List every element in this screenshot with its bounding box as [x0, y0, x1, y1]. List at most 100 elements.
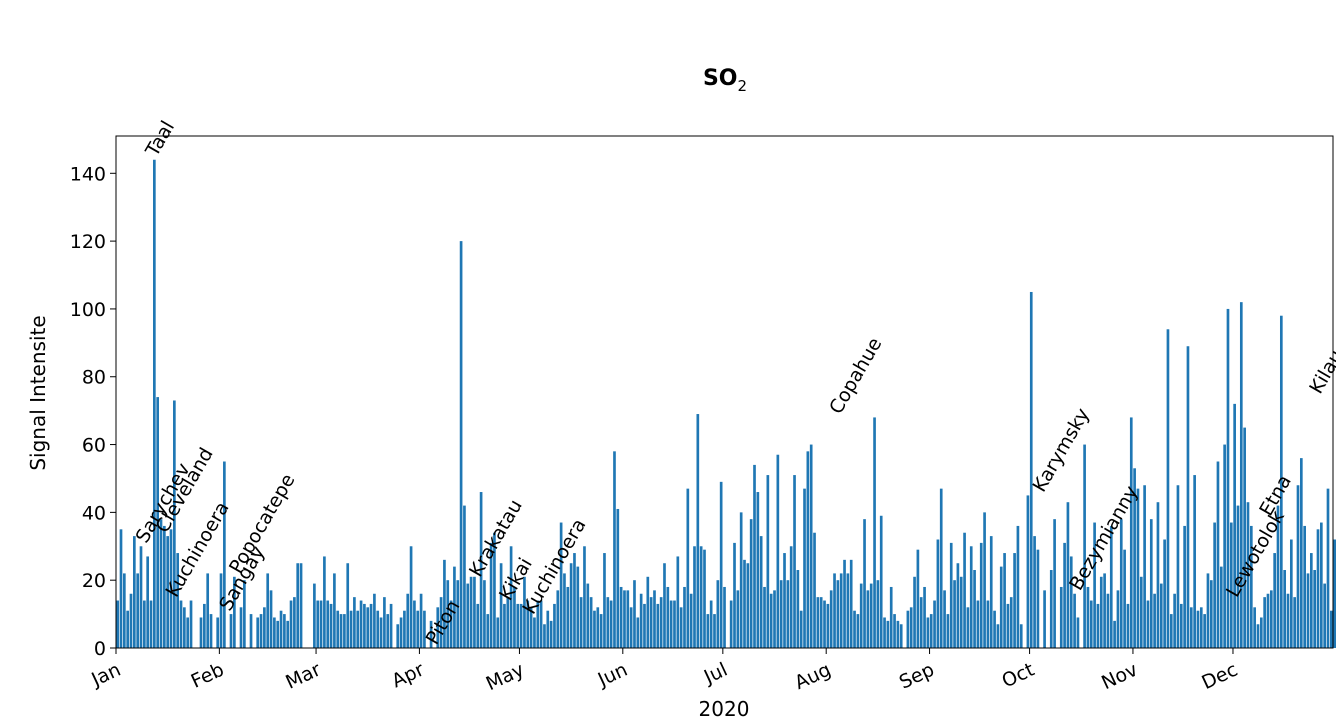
- bar: [736, 590, 740, 648]
- bar: [1296, 485, 1300, 648]
- bar: [116, 600, 119, 648]
- x-tick-label: Sep: [896, 659, 938, 694]
- bar: [549, 620, 553, 648]
- bar: [273, 617, 276, 648]
- bar: [1333, 539, 1336, 648]
- bar: [316, 600, 320, 648]
- bar: [1289, 539, 1293, 648]
- bar: [1103, 573, 1106, 648]
- y-tick-label: 140: [70, 163, 106, 185]
- bar: [983, 512, 986, 648]
- bar: [1269, 590, 1273, 648]
- bar: [609, 600, 613, 648]
- bar: [613, 451, 616, 648]
- bar: [356, 610, 360, 648]
- bar: [656, 603, 660, 648]
- bar: [1159, 583, 1163, 648]
- bar: [833, 573, 836, 648]
- bar: [936, 539, 940, 648]
- bar: [993, 610, 996, 648]
- bar-series: [116, 159, 1336, 649]
- bar: [866, 590, 870, 648]
- bar: [1026, 495, 1030, 648]
- chart-title-main: SO: [703, 66, 738, 91]
- bar: [856, 614, 860, 648]
- bar: [233, 576, 236, 648]
- bar: [926, 617, 930, 648]
- bar: [913, 576, 916, 648]
- bar: [1223, 444, 1226, 648]
- bar: [806, 451, 810, 648]
- bar: [719, 481, 723, 648]
- bar: [899, 624, 903, 648]
- bar: [1213, 522, 1216, 648]
- bar: [723, 586, 726, 648]
- bar: [853, 610, 856, 648]
- bar: [293, 597, 296, 648]
- bar: [709, 600, 713, 648]
- bar: [1143, 485, 1146, 648]
- bar: [996, 624, 1000, 648]
- bar: [446, 580, 450, 648]
- bar: [953, 580, 956, 648]
- bar: [1313, 570, 1316, 648]
- bar: [776, 454, 780, 648]
- bar: [929, 614, 933, 648]
- bar: [893, 614, 896, 648]
- bar: [129, 593, 133, 648]
- bar: [143, 600, 146, 648]
- bar: [496, 617, 500, 648]
- bar: [1059, 586, 1063, 648]
- bar: [826, 603, 830, 648]
- bar: [1083, 444, 1086, 648]
- bar: [263, 607, 266, 648]
- bar: [576, 566, 580, 648]
- bar: [1013, 553, 1016, 648]
- bar: [649, 597, 653, 648]
- bar: [223, 461, 226, 648]
- bar: [1093, 522, 1096, 648]
- bar: [763, 586, 766, 648]
- x-tick-label: Feb: [188, 659, 228, 693]
- bar: [813, 532, 816, 648]
- bar: [1283, 570, 1286, 648]
- bar: [583, 546, 586, 648]
- bar: [286, 620, 290, 648]
- bar: [1216, 461, 1220, 648]
- bar: [636, 617, 640, 648]
- bar: [1226, 308, 1230, 648]
- bar: [1233, 403, 1236, 648]
- bar: [146, 556, 150, 648]
- bar: [536, 600, 540, 648]
- bar: [773, 590, 776, 648]
- bar: [999, 566, 1003, 648]
- bar: [493, 532, 496, 648]
- bar: [149, 600, 153, 648]
- bar: [216, 617, 220, 648]
- bar: [1113, 620, 1116, 648]
- bar: [166, 536, 170, 648]
- bar: [239, 607, 243, 648]
- bar: [1019, 624, 1023, 648]
- bar: [1203, 614, 1206, 648]
- bar: [483, 580, 486, 648]
- bar: [639, 593, 643, 648]
- bar: [1109, 525, 1113, 648]
- bar: [659, 597, 663, 648]
- bar: [879, 515, 883, 648]
- x-tick-label: Apr: [388, 659, 427, 693]
- bar: [783, 553, 786, 648]
- bar: [1276, 505, 1280, 648]
- bar: [349, 610, 353, 648]
- y-tick-label: 100: [70, 299, 106, 321]
- bar: [596, 607, 600, 648]
- bar: [1316, 529, 1320, 648]
- bar: [449, 600, 453, 648]
- bar: [209, 614, 213, 648]
- bar: [1123, 549, 1126, 648]
- bar: [1236, 505, 1240, 648]
- bar: [939, 488, 943, 648]
- bar: [869, 583, 873, 648]
- bar: [729, 600, 733, 648]
